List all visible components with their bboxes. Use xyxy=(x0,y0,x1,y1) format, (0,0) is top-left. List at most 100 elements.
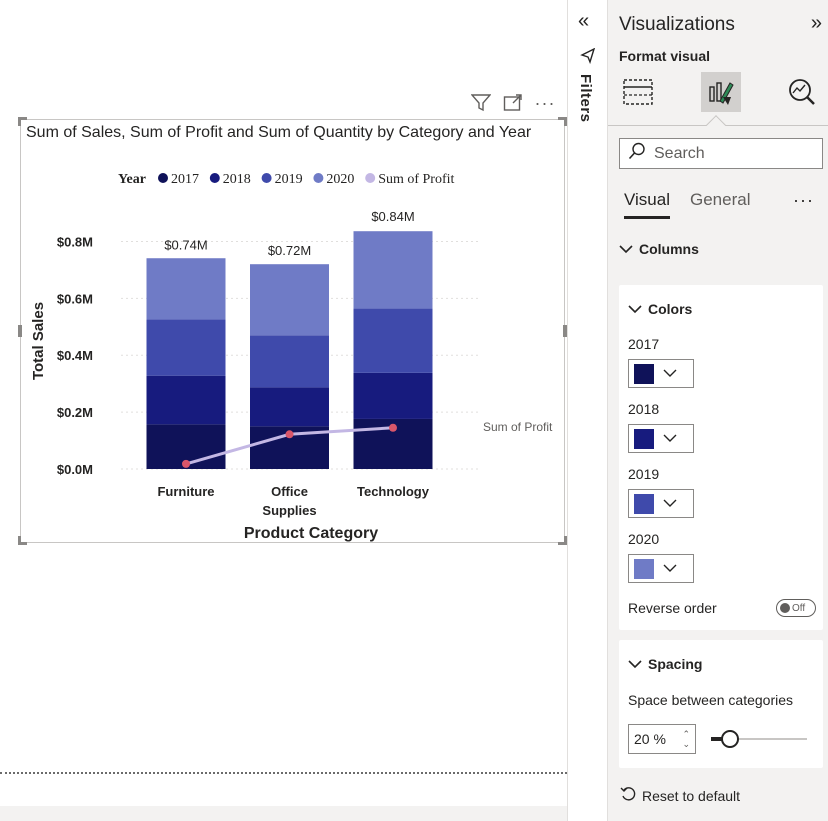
spacing-label: Spacing xyxy=(648,656,703,672)
legend-entry: 2019 xyxy=(275,172,303,187)
resize-handle-bottom-right[interactable] xyxy=(558,536,567,545)
legend-marker xyxy=(209,173,220,183)
resize-handle-left[interactable] xyxy=(18,325,22,337)
color-label-2017: 2017 xyxy=(628,336,660,352)
build-visual-icon[interactable] xyxy=(618,72,658,112)
spinner-arrows-icon[interactable]: ⌃ ⌄ xyxy=(682,729,690,749)
bar-segment xyxy=(353,231,433,309)
page-boundary-line xyxy=(0,772,567,774)
visualizations-pane: Visualizations » Format visual xyxy=(608,0,828,821)
color-label-2018: 2018 xyxy=(628,401,660,417)
filter-funnel-icon xyxy=(580,47,596,69)
focus-mode-icon[interactable] xyxy=(502,92,524,114)
x-tick-label: Furniture xyxy=(157,484,214,499)
profit-marker xyxy=(389,423,397,432)
x-axis-label: Product Category xyxy=(244,525,378,542)
search-box[interactable] xyxy=(619,138,823,169)
color-swatch-2020 xyxy=(634,558,654,579)
bar-segment xyxy=(250,264,329,336)
space-between-value: 20 % xyxy=(634,731,666,747)
data-label-total: $0.84M xyxy=(371,209,414,224)
canvas-bottom-band xyxy=(0,806,567,821)
colors-label: Colors xyxy=(648,301,693,317)
reset-icon xyxy=(620,786,636,805)
y-tick-label: $0.0M xyxy=(57,462,93,477)
resize-handle-bottom-left[interactable] xyxy=(18,536,27,545)
legend-marker xyxy=(365,173,376,183)
color-picker-2018[interactable] xyxy=(628,424,694,453)
more-options-icon[interactable]: ··· xyxy=(534,92,556,113)
collapse-filters-icon[interactable]: « xyxy=(578,10,590,32)
bar-segment xyxy=(146,319,226,376)
chart-visual[interactable]: Sum of Sales, Sum of Profit and Sum of Q… xyxy=(18,117,567,545)
color-picker-2019[interactable] xyxy=(628,489,694,518)
color-swatch-2019 xyxy=(634,493,654,514)
legend-marker xyxy=(158,173,168,183)
space-between-spinner[interactable]: 20 % ⌃ ⌄ xyxy=(628,724,696,754)
slider-track xyxy=(711,738,807,740)
y-tick-label: $0.2M xyxy=(57,405,93,420)
slider-thumb[interactable] xyxy=(721,730,739,748)
color-swatch-2018 xyxy=(634,428,654,449)
chart-title: Sum of Sales, Sum of Profit and Sum of Q… xyxy=(26,124,532,141)
report-canvas: ··· Sum of Sales, Sum of Profit and Sum … xyxy=(0,92,567,821)
reset-label: Reset to default xyxy=(642,787,741,804)
columns-label: Columns xyxy=(639,241,699,257)
reverse-order-toggle[interactable]: Off xyxy=(776,599,816,617)
resize-handle-top-left[interactable] xyxy=(18,117,27,126)
x-tick-label: Supplies xyxy=(262,503,316,518)
bar-segment xyxy=(146,258,226,320)
resize-handle-top-right[interactable] xyxy=(558,117,567,126)
tab-general[interactable]: General xyxy=(690,190,750,219)
bar-segment xyxy=(353,308,433,373)
tab-visual[interactable]: Visual xyxy=(624,190,670,219)
toggle-knob xyxy=(780,603,790,613)
colors-section-header[interactable]: Colors xyxy=(628,301,692,317)
spacing-section-header[interactable]: Spacing xyxy=(628,656,702,672)
legend-title: Year xyxy=(118,172,146,187)
line-end-label: Sum of Profit xyxy=(483,420,553,434)
y-tick-label: $0.4M xyxy=(57,348,93,363)
slider-fill xyxy=(711,737,730,741)
data-label-total: $0.74M xyxy=(164,238,207,253)
color-swatch-2017 xyxy=(634,363,654,384)
spacing-card: Spacing Space between categories 20 % ⌃ ⌄ xyxy=(619,640,823,768)
bar-segment xyxy=(146,375,226,425)
analytics-icon[interactable] xyxy=(782,72,822,112)
pane-title: Visualizations xyxy=(619,14,735,35)
expand-pane-icon[interactable]: » xyxy=(810,12,822,34)
x-tick-label: Office xyxy=(271,484,308,499)
more-options-icon[interactable]: ··· xyxy=(793,190,814,210)
tab-general-label: General xyxy=(690,190,751,209)
color-label-2020: 2020 xyxy=(628,531,660,547)
profit-marker xyxy=(285,430,294,439)
visual-header: ··· xyxy=(470,92,556,114)
format-visual-icon[interactable] xyxy=(701,72,741,112)
color-picker-2020[interactable] xyxy=(628,554,694,583)
filter-icon[interactable] xyxy=(470,92,492,114)
chevron-down-icon xyxy=(628,301,642,317)
chevron-down-icon xyxy=(663,495,677,513)
color-picker-2017[interactable] xyxy=(628,359,694,388)
reset-to-default-button[interactable]: Reset to default xyxy=(620,786,740,805)
y-axis-label: Total Sales xyxy=(30,302,47,380)
chevron-down-icon xyxy=(619,241,633,257)
chevron-down-icon xyxy=(628,656,642,672)
y-tick-label: $0.6M xyxy=(57,291,93,306)
colors-card: Colors 2017 2018 2019 2020 Reverse order… xyxy=(619,285,823,630)
bar-segment xyxy=(353,372,433,419)
resize-handle-right[interactable] xyxy=(563,325,567,337)
toggle-state: Off xyxy=(792,602,806,614)
legend-marker xyxy=(313,173,324,183)
search-input[interactable] xyxy=(654,144,814,163)
filters-rail[interactable]: « Filters xyxy=(567,0,608,821)
y-tick-label: $0.8M xyxy=(57,234,93,249)
data-label-total: $0.72M xyxy=(268,243,311,258)
tab-visual-label: Visual xyxy=(624,190,670,209)
chevron-down-icon xyxy=(663,430,677,448)
reverse-order-row: Reverse order Off xyxy=(628,599,816,617)
space-between-slider[interactable] xyxy=(711,729,807,749)
columns-section-header[interactable]: Columns xyxy=(619,241,699,257)
filters-label[interactable]: Filters xyxy=(577,74,594,123)
search-icon xyxy=(628,142,646,165)
